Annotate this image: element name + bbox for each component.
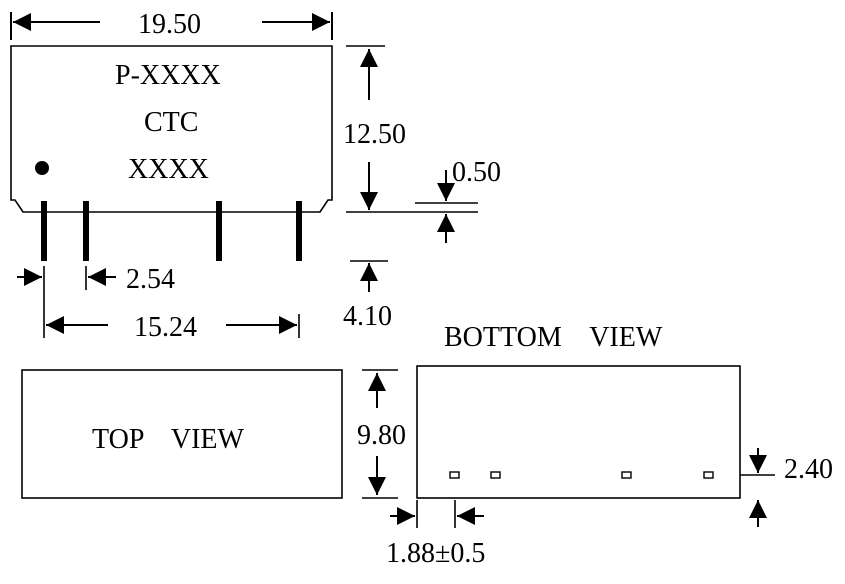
module-pins <box>41 201 302 261</box>
pin-footprint <box>490 471 501 479</box>
pin-span-label: 15.24 <box>134 312 197 343</box>
overall-length-dimension: 19.50 <box>10 9 333 40</box>
pin <box>83 201 89 261</box>
pin-footprint <box>621 471 632 479</box>
body-width-dimension: 9.80 <box>357 369 406 499</box>
pin-footprint <box>449 471 460 479</box>
edge-to-pin-dimension: 1.88±0.5 <box>386 500 485 569</box>
marking-line-3: XXXX <box>128 154 209 185</box>
pin <box>296 201 302 261</box>
module-side-body: P-XXXX CTC XXXX <box>10 45 333 213</box>
body-height-label: 12.50 <box>343 119 406 150</box>
bottom-view-label: BOTTOM VIEW <box>444 322 663 353</box>
pin-pitch-label: 2.54 <box>126 264 175 295</box>
pin <box>41 201 47 261</box>
top-view-label: TOP VIEW <box>92 424 244 455</box>
pin-offset-dimension: 2.40 <box>740 448 833 527</box>
standoff-dimension: 0.50 <box>415 157 501 243</box>
pin-offset-label: 2.40 <box>784 454 833 485</box>
body-height-dimension: 12.50 <box>343 45 478 213</box>
overall-length-label: 19.50 <box>138 9 201 40</box>
pin-length-label: 4.10 <box>343 301 392 332</box>
edge-to-pin-label: 1.88±0.5 <box>386 538 485 569</box>
marking-line-2: CTC <box>144 107 198 138</box>
bottom-view: BOTTOM VIEW <box>416 322 741 499</box>
pin-span-dimension: 15.24 <box>46 312 300 343</box>
pin-pitch-dimension: 2.54 <box>17 264 175 338</box>
standoff-label: 0.50 <box>452 157 501 188</box>
pin-footprint <box>703 471 714 479</box>
pin1-dot-marker <box>35 161 49 175</box>
top-view: TOP VIEW <box>21 369 343 499</box>
pin-length-dimension: 4.10 <box>343 260 392 332</box>
body-width-label: 9.80 <box>357 420 406 451</box>
marking-line-1: P-XXXX <box>115 60 221 91</box>
pin <box>216 201 222 261</box>
